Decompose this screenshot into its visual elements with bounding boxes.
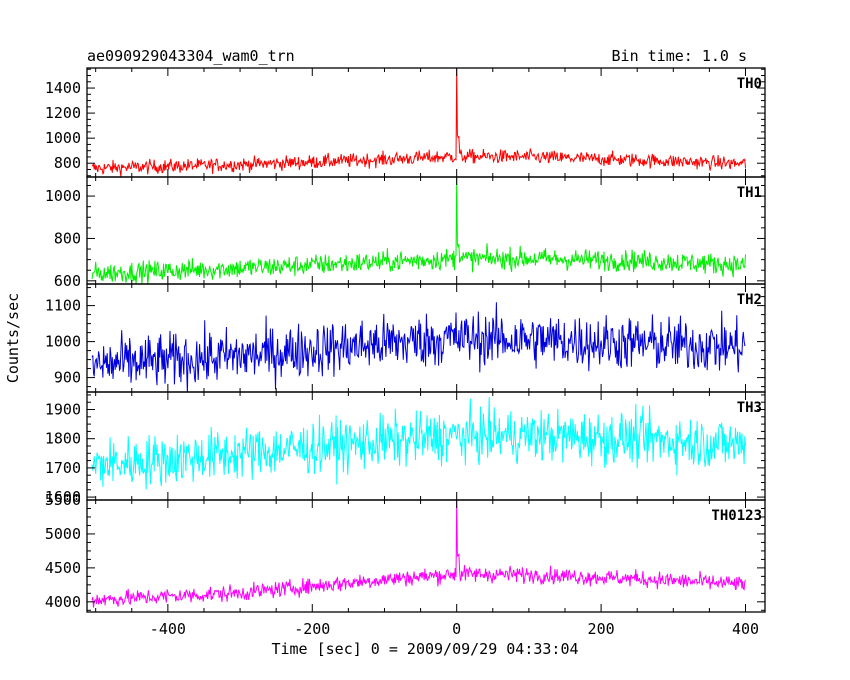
panel-th2: 900 1000 1100 TH2 (45, 283, 766, 393)
y-tick-label: 4000 (45, 593, 81, 611)
series-line-th0123 (91, 500, 746, 608)
x-tick-label: 400 (732, 620, 759, 638)
y-tick-label: 1600 (45, 488, 81, 506)
y-tick-label: 1200 (45, 104, 81, 122)
panel-frame (86, 499, 766, 613)
y-tick-label: 800 (54, 229, 81, 247)
chart-title-right: Bin time: 1.0 s (612, 47, 747, 65)
series-line-th0 (91, 68, 746, 177)
panel-label-th0123: TH0123 (711, 508, 762, 524)
y-tick-label: 800 (54, 154, 81, 172)
panel-label-th1: TH1 (737, 185, 762, 201)
panel-label-th2: TH2 (737, 292, 762, 308)
y-tick-label: 1700 (45, 459, 81, 477)
y-tick-label: 1900 (45, 401, 81, 419)
panel-label-th3: TH3 (737, 400, 762, 416)
x-tick-label: 0 (452, 620, 461, 638)
x-tick-label: -200 (294, 620, 330, 638)
series-line-th1 (91, 177, 746, 284)
panels-group: 800 1000 1200 1400 TH0 600 800 1000 TH1 900 1000 11… (45, 67, 766, 638)
y-tick-label: 1800 (45, 430, 81, 448)
series-line-th3 (91, 397, 746, 490)
x-tick-label: -400 (150, 620, 186, 638)
y-tick-label: 1100 (45, 297, 81, 315)
y-tick-label: 600 (54, 272, 81, 290)
y-tick-label: 5500 (45, 491, 81, 509)
panel-th3: 1600 1700 1800 1900 TH3 (45, 391, 766, 506)
panel-th0: 800 1000 1200 1400 TH0 (45, 67, 766, 178)
y-tick-label: 1000 (45, 129, 81, 147)
y-axis-label: Counts/sec (4, 293, 22, 383)
x-axis-label: Time [sec] 0 = 2009/09/29 04:33:04 (271, 640, 578, 658)
y-tick-label: 1000 (45, 333, 81, 351)
y-tick-label: 4500 (45, 559, 81, 577)
panel-th0123: 4000 4500 5000 5500 TH0123 (45, 491, 766, 613)
series-line-th2 (91, 302, 746, 392)
x-tick-label: 200 (588, 620, 615, 638)
y-tick-label: 900 (54, 369, 81, 387)
chart-title-left: ae090929043304_wam0_trn (87, 47, 295, 65)
panel-th1: 600 800 1000 TH1 (45, 176, 766, 290)
panel-label-th0: TH0 (737, 76, 762, 92)
y-tick-label: 5000 (45, 525, 81, 543)
y-tick-label: 1000 (45, 187, 81, 205)
y-tick-label: 1400 (45, 79, 81, 97)
